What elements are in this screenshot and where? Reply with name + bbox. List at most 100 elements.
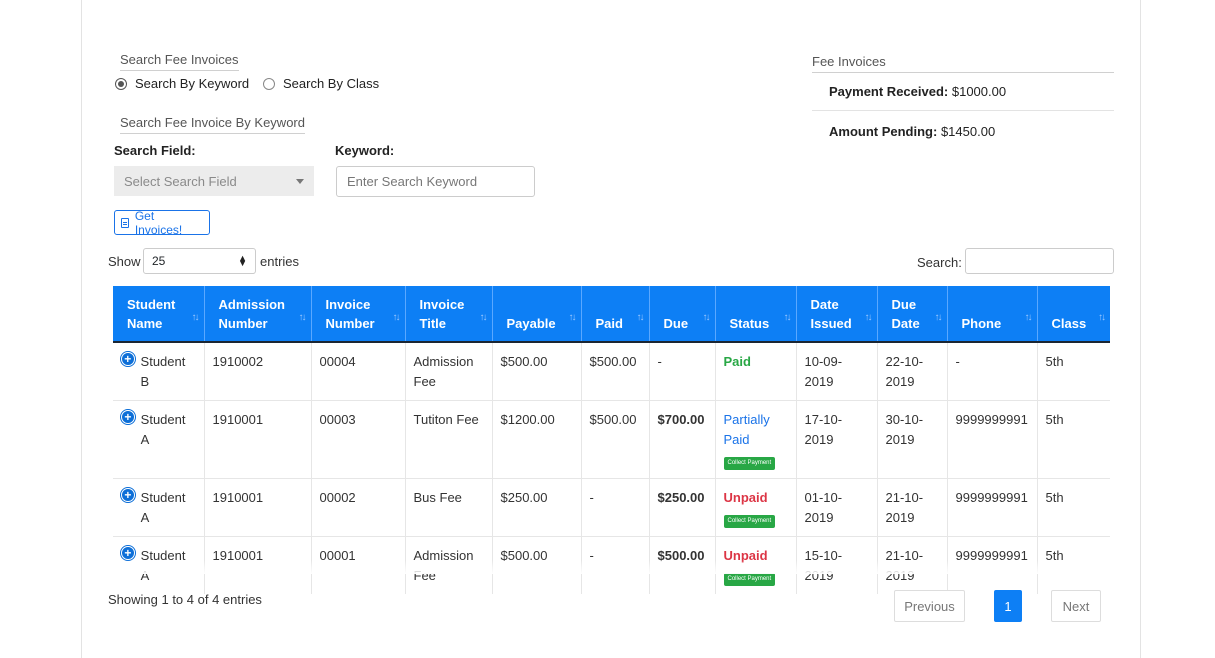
sort-icon: ↑↓ (1098, 312, 1106, 323)
column-header[interactable]: Due ↑↓ (649, 286, 716, 342)
column-header-line1: Student (127, 297, 176, 312)
cell-value: Bus Fee (413, 490, 462, 505)
cell-value: $500.00 (500, 354, 548, 369)
get-invoices-button[interactable]: Get Invoices! (114, 209, 210, 237)
radio-checked-icon (115, 77, 127, 90)
cell-value: $500.00 (500, 548, 548, 563)
cell-invoice: 00004 (311, 342, 406, 401)
column-header[interactable]: Admission Number ↑↓ (204, 286, 312, 342)
amount-pending-value: $1450.00 (940, 124, 996, 139)
cell-value: - (657, 354, 662, 369)
cell-value: 5th (1045, 354, 1064, 369)
keyword-input[interactable]: Enter Search Keyword (336, 166, 535, 197)
column-header[interactable]: Invoice Title ↑↓ (405, 286, 493, 342)
cell-phone: 9999999991 (947, 478, 1038, 537)
sort-icon: ↑↓ (636, 312, 645, 323)
table-row: + Student A 1910001 00002 Bus Fee $250.00 - $25… (113, 478, 1110, 537)
column-header[interactable]: Student Name ↑↓ (113, 286, 205, 342)
column-header-line1: Due (891, 297, 917, 312)
column-header-line2: Class (1051, 316, 1087, 331)
entries-select[interactable]: 25 ▲ ▼ (143, 248, 256, 274)
column-header-line1: Date (810, 297, 839, 312)
keyword-placeholder: Enter Search Keyword (347, 174, 478, 189)
sort-icon: ↑↓ (864, 312, 873, 323)
column-header[interactable]: Status ↑↓ (715, 286, 797, 342)
collect-payment-button[interactable]: Collect Payment (723, 515, 776, 528)
updown-icon: ▲ ▼ (238, 253, 247, 268)
collect-payment-button[interactable]: Collect Payment (723, 573, 776, 586)
student-name: Student A (140, 490, 186, 525)
cell-invoice: 00002 (311, 478, 406, 537)
cell-value: 9999999991 (955, 548, 1028, 563)
cell-class: 5th (1037, 478, 1110, 537)
cell-payable: $250.00 (492, 478, 582, 537)
cell-value: $250.00 (657, 490, 705, 505)
keyword-section-title: Search Fee Invoice By Keyword (120, 115, 305, 134)
cell-paid: $500.00 (581, 400, 650, 479)
expand-row-icon[interactable]: + (121, 546, 135, 560)
cell-value: 00003 (319, 412, 356, 427)
expand-row-icon[interactable]: + (121, 410, 135, 424)
collect-payment-button[interactable]: Collect Payment (723, 457, 776, 470)
cell-value: 1910001 (212, 490, 264, 505)
next-button[interactable]: Next (1051, 590, 1101, 622)
cell-due-date: 22-10-2019 (877, 342, 948, 401)
cell-value: $500.00 (657, 548, 705, 563)
cell-value: $500.00 (589, 412, 637, 427)
expand-row-icon[interactable]: + (121, 488, 135, 502)
cell-value: 10-09-2019 (804, 354, 843, 389)
cell-phone: - (947, 342, 1038, 401)
cell-issued: 10-09-2019 (796, 342, 878, 401)
cell-class: 5th (1037, 400, 1110, 479)
cell-admission: 1910001 (204, 478, 312, 537)
radio-keyword-label: Search By Keyword (135, 76, 250, 91)
radio-search-by-class[interactable]: Search By Class (263, 76, 379, 91)
radio-class-label: Search By Class (283, 76, 380, 91)
cell-value: $250.00 (500, 490, 548, 505)
column-header[interactable]: Phone ↑↓ (947, 286, 1038, 342)
sort-icon: ↑↓ (934, 312, 943, 323)
status-text: Unpaid (723, 548, 768, 563)
column-header[interactable]: Paid ↑↓ (581, 286, 650, 342)
payment-received-label: Payment Received: (829, 84, 949, 99)
cell-value: 5th (1045, 548, 1064, 563)
cell-payable: $500.00 (492, 342, 582, 401)
table-scroll-fade (113, 560, 1110, 574)
chevron-down-icon (296, 178, 304, 184)
cell-value: 00004 (319, 354, 356, 369)
sort-icon: ↑↓ (191, 312, 200, 323)
cell-title: Tutiton Fee (405, 400, 493, 479)
cell-value: 5th (1045, 412, 1064, 427)
column-header-line2: Due (663, 316, 689, 331)
cell-phone: 9999999991 (947, 400, 1038, 479)
sort-icon: ↑↓ (479, 312, 488, 323)
search-field-select[interactable]: Select Search Field (114, 166, 314, 196)
cell-value: 9999999991 (955, 412, 1028, 427)
radio-search-by-keyword[interactable]: Search By Keyword (115, 76, 249, 91)
cell-value: Tutiton Fee (413, 412, 479, 427)
expand-row-icon[interactable]: + (121, 352, 135, 366)
table-search-input[interactable] (965, 248, 1114, 274)
summary-title: Fee Invoices (812, 54, 1114, 73)
column-header-line1: Invoice (325, 297, 371, 312)
cell-issued: 17-10-2019 (796, 400, 878, 479)
sort-icon: ↑↓ (298, 312, 307, 323)
previous-button[interactable]: Previous (894, 590, 965, 622)
column-header-line2: Number (325, 316, 375, 331)
cell-value: Admission Fee (413, 354, 474, 389)
table-info: Showing 1 to 4 of 4 entries (108, 592, 262, 607)
column-header[interactable]: Class ↑↓ (1037, 286, 1110, 342)
column-header[interactable]: Date Issued ↑↓ (796, 286, 878, 342)
cell-name: + Student B (113, 342, 205, 401)
cell-title: Bus Fee (405, 478, 493, 537)
cell-value: 22-10-2019 (885, 354, 924, 389)
column-header[interactable]: Due Date ↑↓ (877, 286, 948, 342)
column-header[interactable]: Invoice Number ↑↓ (311, 286, 406, 342)
sort-icon: ↑↓ (1024, 312, 1033, 323)
summary-divider (812, 110, 1114, 111)
page-1-button[interactable]: 1 (994, 590, 1022, 622)
entries-label: entries (260, 254, 300, 269)
cell-value: 00002 (319, 490, 356, 505)
cell-value: 9999999991 (955, 490, 1028, 505)
column-header[interactable]: Payable ↑↓ (492, 286, 582, 342)
